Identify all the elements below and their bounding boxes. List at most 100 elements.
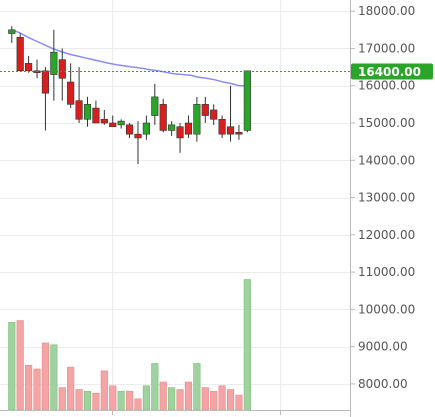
- volume-bar: [134, 398, 142, 411]
- volume-bar: [58, 387, 66, 411]
- price-tick-label: 12000.00: [358, 228, 415, 242]
- candle[interactable]: [218, 115, 226, 138]
- candle-body: [117, 120, 125, 126]
- candle[interactable]: [100, 109, 108, 125]
- candle-body: [58, 59, 66, 79]
- volume-bar: [50, 344, 58, 411]
- candle[interactable]: [109, 115, 117, 128]
- volume-bar: [151, 363, 159, 411]
- candle-layer[interactable]: [8, 26, 251, 164]
- candle-body: [142, 122, 150, 135]
- candle[interactable]: [92, 100, 100, 124]
- price-tick-label: 11000.00: [358, 265, 415, 279]
- candle[interactable]: [75, 67, 83, 123]
- candle[interactable]: [142, 115, 150, 140]
- price-tick-label: 9000.00: [358, 340, 408, 354]
- candle[interactable]: [58, 48, 66, 101]
- candle[interactable]: [83, 96, 92, 127]
- volume-bar: [117, 391, 125, 411]
- current-price-tag-bg: [351, 63, 433, 80]
- volume-bar: [109, 385, 117, 411]
- candle[interactable]: [193, 96, 201, 142]
- candle[interactable]: [243, 70, 251, 133]
- candle[interactable]: [125, 123, 134, 138]
- candle-body: [16, 36, 24, 72]
- candle[interactable]: [117, 119, 125, 129]
- volume-bar: [83, 391, 92, 411]
- price-axis: 18000.00 17000.00 16000.00 15000.00 14000.00…: [0, 0, 415, 417]
- candle[interactable]: [33, 59, 41, 79]
- current-price-tag-label: 16400.00: [358, 65, 421, 79]
- moving-average-line: [11, 29, 248, 87]
- candle-body: [184, 122, 193, 135]
- volume-bar: [210, 391, 218, 411]
- candle[interactable]: [50, 29, 58, 101]
- candle-body: [151, 96, 159, 116]
- price-tick-label: 17000.00: [358, 41, 415, 55]
- candle[interactable]: [16, 33, 24, 72]
- candle[interactable]: [8, 26, 16, 43]
- volume-bar: [159, 381, 167, 411]
- price-tick-label: 16000.00: [358, 79, 415, 93]
- candle-body: [243, 70, 251, 131]
- price-tick-label: 14000.00: [358, 153, 415, 167]
- candle-body: [210, 109, 218, 120]
- candle-body: [218, 118, 226, 135]
- candle[interactable]: [25, 55, 33, 73]
- price-tick-label: 10000.00: [358, 302, 415, 316]
- candle-body: [67, 81, 75, 105]
- price-tick-label: 13000.00: [358, 191, 415, 205]
- candle-body: [235, 132, 243, 135]
- candle-body: [41, 70, 50, 94]
- price-tick-label: 18000.00: [358, 4, 415, 18]
- candle[interactable]: [41, 67, 50, 131]
- volume-bar: [92, 392, 100, 411]
- candle[interactable]: [226, 85, 235, 142]
- current-price-tag: 16400.00: [351, 63, 433, 80]
- candle[interactable]: [184, 115, 193, 138]
- price-tick-label: 15000.00: [358, 116, 415, 130]
- candle-body: [8, 29, 16, 34]
- volume-bar: [25, 364, 33, 411]
- volume-bar: [201, 387, 209, 411]
- volume-bar: [142, 385, 150, 411]
- candle-body: [75, 100, 83, 120]
- candle[interactable]: [210, 104, 218, 125]
- candle[interactable]: [201, 96, 209, 123]
- candle-body: [125, 124, 134, 135]
- volume-bar: [193, 363, 201, 411]
- volume-bar: [125, 391, 134, 411]
- volume-bar: [235, 394, 243, 411]
- candle-body: [83, 104, 92, 120]
- candle-body: [92, 107, 100, 124]
- candle-body: [109, 122, 117, 128]
- volume-bar: [226, 389, 235, 411]
- candle-body: [168, 124, 176, 131]
- candle[interactable]: [235, 124, 243, 140]
- volume-bar: [8, 322, 16, 411]
- volume-bar: [168, 387, 176, 411]
- candle[interactable]: [176, 123, 184, 153]
- volume-bar: [16, 320, 24, 411]
- candle[interactable]: [159, 98, 167, 133]
- candle-body: [25, 63, 33, 72]
- candle-body: [100, 118, 108, 124]
- candle[interactable]: [67, 63, 75, 109]
- candle-body: [193, 104, 201, 135]
- volume-bar: [218, 385, 226, 411]
- candle-body: [201, 104, 209, 116]
- volume-bar: [41, 342, 50, 411]
- candle[interactable]: [134, 121, 142, 164]
- volume-bar: [75, 389, 83, 411]
- volume-bar: [184, 381, 193, 411]
- volume-bar: [100, 370, 108, 411]
- volume-bar: [176, 389, 184, 411]
- grid-layer: [0, 0, 350, 410]
- candle[interactable]: [168, 121, 176, 137]
- candle[interactable]: [151, 83, 159, 125]
- candle-body: [50, 51, 58, 75]
- volume-bar: [33, 368, 41, 411]
- candle-body: [176, 126, 184, 139]
